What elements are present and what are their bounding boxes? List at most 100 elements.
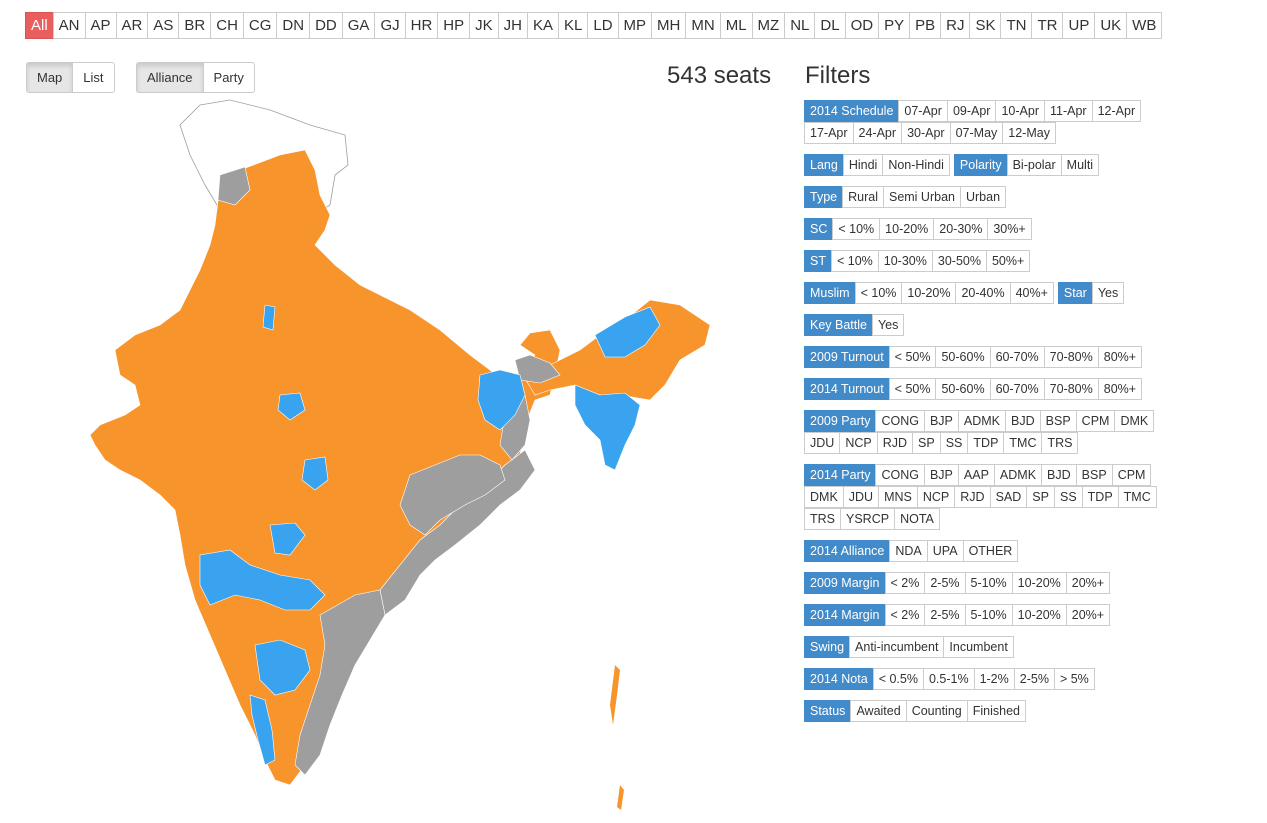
state-tab-ga[interactable]: GA <box>341 12 376 39</box>
filter-option-status[interactable]: Awaited <box>850 700 907 722</box>
filter-option-2014-party[interactable]: YSRCP <box>840 508 896 530</box>
filter-option-key-battle[interactable]: Yes <box>871 314 905 336</box>
filter-option-2009-party[interactable]: TRS <box>1041 432 1079 454</box>
filter-option-2014-party[interactable]: CPM <box>1111 464 1152 486</box>
filter-option-2014-alliance[interactable]: NDA <box>889 540 928 562</box>
state-tab-mz[interactable]: MZ <box>751 12 786 39</box>
map-view-button[interactable]: Map <box>26 62 74 93</box>
filter-label-key-battle[interactable]: Key Battle <box>804 314 873 336</box>
filter-option-2009-margin[interactable]: 20%+ <box>1065 572 1111 594</box>
filter-label-2014-margin[interactable]: 2014 Margin <box>804 604 886 626</box>
filter-option-2014-nota[interactable]: > 5% <box>1053 668 1095 690</box>
filter-option-2009-party[interactable]: CONG <box>875 410 925 432</box>
state-tab-up[interactable]: UP <box>1062 12 1096 39</box>
filter-option-2014-schedule[interactable]: 11-Apr <box>1044 100 1093 122</box>
filter-label-2014-schedule[interactable]: 2014 Schedule <box>804 100 900 122</box>
state-tab-jh[interactable]: JH <box>497 12 528 39</box>
filter-option-2014-turnout[interactable]: 80%+ <box>1097 378 1143 400</box>
filter-option-2014-schedule[interactable]: 07-Apr <box>898 100 948 122</box>
filter-option-2009-party[interactable]: SP <box>912 432 941 454</box>
filter-option-2014-party[interactable]: BSP <box>1075 464 1113 486</box>
filter-option-2014-nota[interactable]: 1-2% <box>973 668 1015 690</box>
filter-option-2009-turnout[interactable]: 60-70% <box>989 346 1045 368</box>
state-tab-dn[interactable]: DN <box>276 12 311 39</box>
party-button[interactable]: Party <box>202 62 255 93</box>
state-tab-ka[interactable]: KA <box>526 12 559 39</box>
filter-option-2014-schedule[interactable]: 12-May <box>1002 122 1056 144</box>
state-tab-hr[interactable]: HR <box>404 12 439 39</box>
state-tab-dl[interactable]: DL <box>814 12 846 39</box>
filter-option-2009-party[interactable]: ADMK <box>957 410 1007 432</box>
list-view-button[interactable]: List <box>72 62 115 93</box>
filter-option-2014-schedule[interactable]: 10-Apr <box>995 100 1045 122</box>
state-tab-hp[interactable]: HP <box>437 12 471 39</box>
filter-label-2009-party[interactable]: 2009 Party <box>804 410 877 432</box>
filter-option-sc[interactable]: 30%+ <box>987 218 1032 240</box>
filter-option-2014-margin[interactable]: 10-20% <box>1011 604 1067 626</box>
filter-option-2009-party[interactable]: BJP <box>923 410 959 432</box>
state-tab-br[interactable]: BR <box>178 12 212 39</box>
filter-option-2009-party[interactable]: DMK <box>1114 410 1155 432</box>
filter-label-sc[interactable]: SC <box>804 218 834 240</box>
state-tab-all[interactable]: All <box>25 12 54 39</box>
state-tab-uk[interactable]: UK <box>1094 12 1128 39</box>
filter-label-status[interactable]: Status <box>804 700 852 722</box>
state-tab-kl[interactable]: KL <box>558 12 589 39</box>
filter-option-2014-party[interactable]: BJD <box>1041 464 1077 486</box>
state-tab-ld[interactable]: LD <box>587 12 619 39</box>
filter-option-st[interactable]: 10-30% <box>877 250 933 272</box>
filter-option-lang[interactable]: Non-Hindi <box>882 154 950 176</box>
state-tab-wb[interactable]: WB <box>1126 12 1163 39</box>
state-tab-dd[interactable]: DD <box>309 12 343 39</box>
filter-option-2014-schedule[interactable]: 09-Apr <box>946 100 997 122</box>
filter-option-2014-margin[interactable]: 20%+ <box>1065 604 1111 626</box>
filter-option-2009-party[interactable]: BSP <box>1039 410 1077 432</box>
filter-label-lang[interactable]: Lang <box>804 154 844 176</box>
filter-option-2009-turnout[interactable]: 80%+ <box>1097 346 1143 368</box>
filter-option-st[interactable]: 30-50% <box>931 250 987 272</box>
state-tab-py[interactable]: PY <box>878 12 911 39</box>
filter-option-st[interactable]: 50%+ <box>985 250 1031 272</box>
filter-option-2014-nota[interactable]: < 0.5% <box>872 668 924 690</box>
filter-option-2014-party[interactable]: NCP <box>916 486 956 508</box>
alliance-button[interactable]: Alliance <box>136 62 204 93</box>
filter-label-2014-alliance[interactable]: 2014 Alliance <box>804 540 891 562</box>
filter-option-2014-margin[interactable]: 2-5% <box>924 604 966 626</box>
state-tab-mp[interactable]: MP <box>617 12 653 39</box>
filter-option-sc[interactable]: 10-20% <box>879 218 935 240</box>
filter-option-2014-schedule[interactable]: 12-Apr <box>1091 100 1142 122</box>
filter-option-2009-turnout[interactable]: < 50% <box>888 346 937 368</box>
filter-option-muslim[interactable]: 10-20% <box>901 282 957 304</box>
filter-option-2014-nota[interactable]: 2-5% <box>1013 668 1055 690</box>
filter-option-2009-party[interactable]: TMC <box>1003 432 1043 454</box>
filter-option-polarity[interactable]: Bi-polar <box>1006 154 1062 176</box>
filter-label-muslim[interactable]: Muslim <box>804 282 856 304</box>
filter-option-2014-turnout[interactable]: 60-70% <box>989 378 1045 400</box>
filter-option-swing[interactable]: Anti-incumbent <box>849 636 945 658</box>
filter-option-2014-party[interactable]: SAD <box>989 486 1028 508</box>
filter-option-muslim[interactable]: 20-40% <box>955 282 1011 304</box>
state-tab-ch[interactable]: CH <box>210 12 244 39</box>
filter-option-2009-party[interactable]: RJD <box>876 432 914 454</box>
filter-label-2009-margin[interactable]: 2009 Margin <box>804 572 886 594</box>
filter-option-2014-schedule[interactable]: 07-May <box>949 122 1004 144</box>
filter-option-2009-party[interactable]: JDU <box>804 432 841 454</box>
filter-option-2014-party[interactable]: TDP <box>1081 486 1119 508</box>
filter-option-lang[interactable]: Hindi <box>842 154 884 176</box>
filter-option-muslim[interactable]: < 10% <box>854 282 903 304</box>
filter-option-2014-party[interactable]: BJP <box>923 464 959 486</box>
filter-option-2014-party[interactable]: AAP <box>957 464 995 486</box>
state-tab-jk[interactable]: JK <box>469 12 499 39</box>
filter-label-2014-nota[interactable]: 2014 Nota <box>804 668 874 690</box>
filter-option-2014-alliance[interactable]: OTHER <box>962 540 1019 562</box>
filter-option-2014-party[interactable]: CONG <box>875 464 925 486</box>
filter-option-status[interactable]: Finished <box>966 700 1026 722</box>
filter-option-swing[interactable]: Incumbent <box>943 636 1014 658</box>
state-tab-sk[interactable]: SK <box>969 12 1002 39</box>
state-tab-as[interactable]: AS <box>147 12 180 39</box>
state-tab-an[interactable]: AN <box>52 12 86 39</box>
filter-option-muslim[interactable]: 40%+ <box>1009 282 1054 304</box>
state-tab-tn[interactable]: TN <box>1000 12 1033 39</box>
filter-option-star[interactable]: Yes <box>1091 282 1125 304</box>
state-tab-cg[interactable]: CG <box>242 12 278 39</box>
